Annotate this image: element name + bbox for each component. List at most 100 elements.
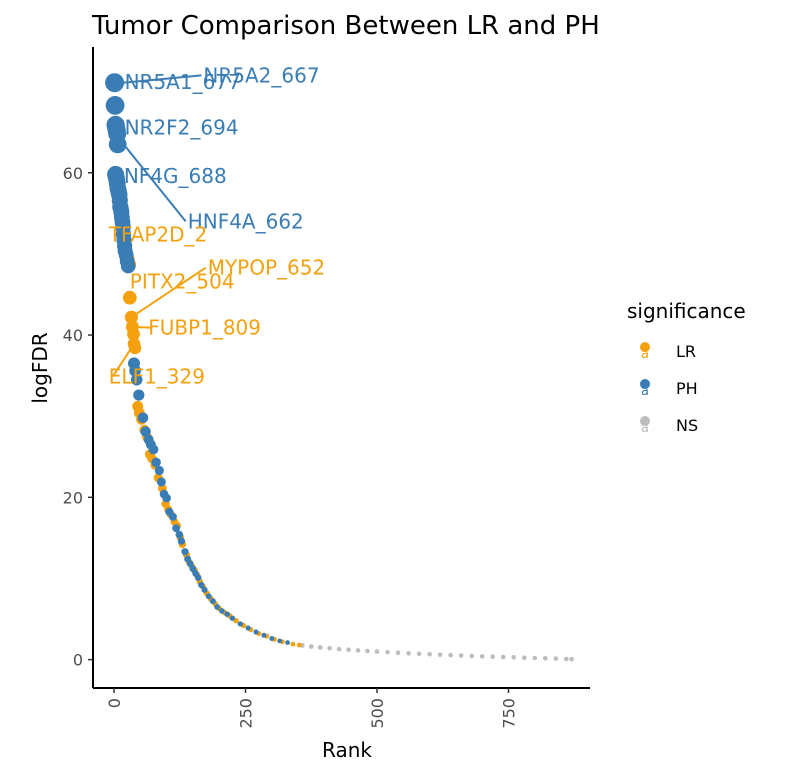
annotation-leader-line xyxy=(111,343,135,377)
data-point-ph xyxy=(201,586,208,593)
annotation-leader-line xyxy=(116,135,187,223)
data-point-ph xyxy=(285,640,290,645)
data-point-ph xyxy=(105,96,125,115)
legend-title: significance xyxy=(627,299,746,323)
data-point-ph xyxy=(148,444,159,455)
data-point-lr xyxy=(122,290,137,305)
data-point-ns xyxy=(327,645,333,651)
x-axis-label: Rank xyxy=(322,738,372,762)
data-point-ph xyxy=(214,604,221,610)
data-point-ns xyxy=(564,656,569,662)
annotation-leader-line xyxy=(130,266,207,319)
data-point-ns xyxy=(437,652,443,657)
data-point-ph xyxy=(172,524,181,533)
data-point-ph xyxy=(177,537,186,545)
data-point-ns xyxy=(355,648,361,653)
legend-label: LR xyxy=(676,342,696,361)
data-point-ph xyxy=(120,258,136,274)
legend-label: PH xyxy=(676,379,698,398)
data-point-ph xyxy=(277,638,283,644)
annotation-label: NR2F2_694 xyxy=(125,115,239,139)
x-axis-ticks: 0 250 500 750 xyxy=(105,688,518,729)
data-point-ph xyxy=(168,512,177,521)
legend-swatch xyxy=(640,342,650,352)
data-point-lr xyxy=(290,641,296,647)
data-point-ns xyxy=(346,647,351,652)
legend-key-ph: a PH xyxy=(640,379,698,399)
data-point-ph xyxy=(151,457,161,468)
data-point-ns xyxy=(569,656,574,662)
y-tick-label: 60 xyxy=(63,164,83,183)
y-axis-ticks: 0 20 40 60 xyxy=(63,164,93,670)
data-point-ns xyxy=(469,653,475,659)
y-axis-label: logFDR xyxy=(28,332,52,403)
data-point-ns xyxy=(490,654,496,659)
data-point-ns xyxy=(406,651,411,656)
data-point-ph xyxy=(108,135,127,154)
data-point-ph xyxy=(175,530,184,539)
y-tick-label: 20 xyxy=(63,488,83,507)
data-point-ns xyxy=(365,648,370,654)
data-point-ph xyxy=(229,615,236,621)
data-point-ph xyxy=(137,412,149,424)
annotation-label: TFAP2D_2 xyxy=(108,222,207,246)
data-point-lr xyxy=(128,341,142,355)
data-point-ns xyxy=(317,645,323,650)
annotation-leader-line xyxy=(132,325,153,329)
data-point-ph xyxy=(269,636,275,641)
legend-glyph: a xyxy=(641,421,649,436)
data-point-ph xyxy=(245,625,251,631)
data-point-lr xyxy=(127,327,140,341)
data-point-ph xyxy=(105,73,125,93)
annotation-label: NR5A2_667 xyxy=(203,63,319,87)
data-point-ph xyxy=(198,581,205,589)
data-point-ph xyxy=(209,598,216,605)
y-tick-label: 0 xyxy=(73,651,83,670)
chart-title: Tumor Comparison Between LR and PH xyxy=(91,11,600,41)
data-point-ns xyxy=(427,651,432,657)
data-point-ph xyxy=(156,477,166,487)
data-point-ph xyxy=(194,574,202,581)
data-point-ns xyxy=(543,656,548,661)
data-point-ph xyxy=(224,611,230,617)
data-point-ns xyxy=(553,656,559,661)
data-point-ph xyxy=(154,465,164,476)
legend: significance a LR a PH a NS xyxy=(627,299,746,436)
data-point-ns xyxy=(416,651,422,657)
data-point-ph xyxy=(162,493,171,503)
data-point-ns xyxy=(395,650,401,656)
legend-glyph: a xyxy=(641,384,649,399)
annotation-label: HNF4G_688 xyxy=(109,164,227,188)
annotation-label: PITX2_504 xyxy=(130,270,235,294)
data-point-ns xyxy=(448,652,453,658)
annotation-label: FUBP1_809 xyxy=(148,316,261,340)
legend-key-lr: a LR xyxy=(640,342,696,362)
data-point-ph xyxy=(219,608,225,614)
y-tick-label: 40 xyxy=(63,326,83,345)
data-point-ph xyxy=(129,364,142,377)
data-point-ns xyxy=(532,655,538,661)
data-point-ns xyxy=(385,650,390,655)
x-tick-label: 750 xyxy=(499,698,518,729)
x-tick-label: 250 xyxy=(237,698,256,729)
legend-label: NS xyxy=(676,416,698,435)
legend-glyph: a xyxy=(641,347,649,362)
data-point-lr xyxy=(296,642,302,648)
x-tick-label: 0 xyxy=(105,698,124,708)
annotation-label: HNF4A_662 xyxy=(188,209,304,233)
data-point-ns xyxy=(458,653,464,658)
data-point-ph xyxy=(261,632,267,638)
data-point-ph xyxy=(237,621,243,627)
data-point-ph xyxy=(205,593,212,600)
annotation-label: MYPOP_652 xyxy=(208,256,326,280)
data-point-ns xyxy=(511,655,516,660)
data-point-ns xyxy=(336,646,342,652)
data-point-ns xyxy=(374,649,380,654)
data-point-ph xyxy=(140,426,151,437)
data-point-ph xyxy=(130,373,143,386)
data-point-ph xyxy=(181,548,189,556)
legend-items: a LR a PH a NS xyxy=(640,342,698,436)
